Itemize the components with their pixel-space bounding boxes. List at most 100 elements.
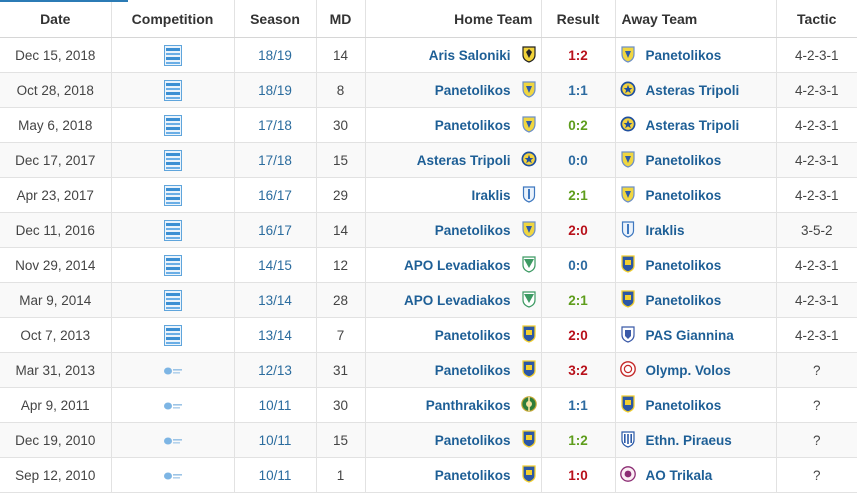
home-team-crest-icon[interactable] [521,464,537,486]
away-team-link[interactable]: Ethn. Piraeus [645,432,732,448]
competition-logo-icon[interactable] [163,398,183,413]
match-result-link[interactable]: 2:1 [541,282,616,318]
season-link[interactable]: 16/17 [234,177,317,213]
home-team-link[interactable]: Panetolikos [434,362,511,378]
home-team-link[interactable]: Asteras Tripoli [416,152,511,168]
away-team-crest-icon[interactable] [620,80,636,101]
home-team-crest-icon[interactable] [521,290,537,311]
home-team-crest-icon[interactable] [521,359,537,381]
season-link[interactable]: 12/13 [234,352,317,388]
match-result-link[interactable]: 0:0 [541,247,616,283]
header-date[interactable]: Date [0,0,112,38]
home-team-link[interactable]: Aris Saloniki [428,47,511,63]
match-result-link[interactable]: 2:0 [541,212,616,248]
home-team-crest-icon[interactable] [520,395,537,416]
home-team-crest-icon[interactable] [521,115,537,136]
home-team-link[interactable]: Panetolikos [434,117,511,133]
header-result[interactable]: Result [541,0,616,38]
home-team-crest-icon[interactable] [521,80,537,101]
competition-logo-icon[interactable] [163,433,183,448]
home-team-link[interactable]: Panetolikos [434,82,511,98]
match-result-link[interactable]: 2:1 [541,177,616,213]
home-team-link[interactable]: APO Levadiakos [403,257,511,273]
competition-logo-icon[interactable] [163,468,183,483]
match-result-link[interactable]: 0:2 [541,107,616,143]
tactic: ? [776,352,857,388]
away-team-crest-icon[interactable] [620,185,636,206]
home-team-link[interactable]: Panetolikos [434,222,511,238]
away-team-crest-icon[interactable] [620,45,636,66]
away-team-link[interactable]: Panetolikos [645,257,722,273]
away-team-link[interactable]: AO Trikala [645,467,713,483]
away-team-crest-icon[interactable] [619,360,636,381]
away-team-crest-icon[interactable] [620,115,636,136]
away-team-link[interactable]: Panetolikos [645,292,722,308]
competition-logo-icon[interactable] [163,324,182,346]
header-md[interactable]: MD [316,0,366,38]
away-team-link[interactable]: Panetolikos [645,152,722,168]
season-link[interactable]: 10/11 [234,457,317,493]
away-team-crest-icon[interactable] [620,430,636,451]
home-team-crest-icon[interactable] [521,150,537,171]
season-link[interactable]: 13/14 [234,282,317,318]
season-link[interactable]: 10/11 [234,387,317,423]
competition-logo-icon[interactable] [163,254,182,276]
season-link[interactable]: 18/19 [234,72,317,108]
away-team-crest-icon[interactable] [620,150,636,171]
home-team-crest-icon[interactable] [521,324,537,346]
competition-logo-icon[interactable] [163,44,182,66]
season-link[interactable]: 18/19 [234,37,317,73]
match-result-link[interactable]: 1:0 [541,457,616,493]
competition-logo-icon[interactable] [163,219,182,241]
away-team-link[interactable]: Iraklis [645,222,685,238]
competition-logo-icon[interactable] [163,79,182,101]
header-away-team[interactable]: Away Team [615,0,777,38]
competition-logo-icon[interactable] [163,289,182,311]
header-home-team[interactable]: Home Team [365,0,542,38]
season-link[interactable]: 17/18 [234,142,317,178]
competition-logo-icon[interactable] [163,363,183,378]
home-team-crest-icon[interactable] [521,255,537,276]
away-team-link[interactable]: Panetolikos [645,47,722,63]
home-team-link[interactable]: Iraklis [471,187,511,203]
match-result-link[interactable]: 1:2 [541,37,616,73]
header-competition[interactable]: Competition [111,0,235,38]
away-team-crest-icon[interactable] [619,465,636,486]
competition-logo-icon[interactable] [163,114,182,136]
match-result-link[interactable]: 0:0 [541,142,616,178]
away-team-link[interactable]: Panetolikos [645,187,722,203]
header-tactic[interactable]: Tactic [776,0,857,38]
home-team-link[interactable]: Panthrakikos [425,397,511,413]
home-team-crest-icon[interactable] [521,45,537,66]
season-link[interactable]: 13/14 [234,317,317,353]
away-team-link[interactable]: Panetolikos [645,397,722,413]
match-result-link[interactable]: 1:1 [541,72,616,108]
away-team-link[interactable]: Asteras Tripoli [645,117,740,133]
season-link[interactable]: 14/15 [234,247,317,283]
season-link[interactable]: 17/18 [234,107,317,143]
home-team-crest-icon[interactable] [521,429,537,451]
match-result-link[interactable]: 2:0 [541,317,616,353]
away-team-crest-icon[interactable] [620,220,636,241]
season-link[interactable]: 16/17 [234,212,317,248]
home-team-crest-icon[interactable] [521,220,537,241]
season-link[interactable]: 10/11 [234,422,317,458]
away-team-link[interactable]: Olymp. Volos [645,362,731,378]
away-team-link[interactable]: Asteras Tripoli [645,82,740,98]
away-team-crest-icon[interactable] [620,289,636,311]
competition-logo-icon[interactable] [163,184,182,206]
home-team-link[interactable]: APO Levadiakos [403,292,511,308]
competition-logo-icon[interactable] [163,149,182,171]
match-result-link[interactable]: 1:1 [541,387,616,423]
home-team-link[interactable]: Panetolikos [434,327,511,343]
away-team-crest-icon[interactable] [620,325,636,346]
away-team-link[interactable]: PAS Giannina [645,327,734,343]
away-team-crest-icon[interactable] [620,254,636,276]
away-team-crest-icon[interactable] [620,394,636,416]
home-team-link[interactable]: Panetolikos [434,432,511,448]
match-result-link[interactable]: 3:2 [541,352,616,388]
home-team-link[interactable]: Panetolikos [434,467,511,483]
match-result-link[interactable]: 1:2 [541,422,616,458]
header-season[interactable]: Season [234,0,317,38]
home-team-crest-icon[interactable] [521,185,537,206]
